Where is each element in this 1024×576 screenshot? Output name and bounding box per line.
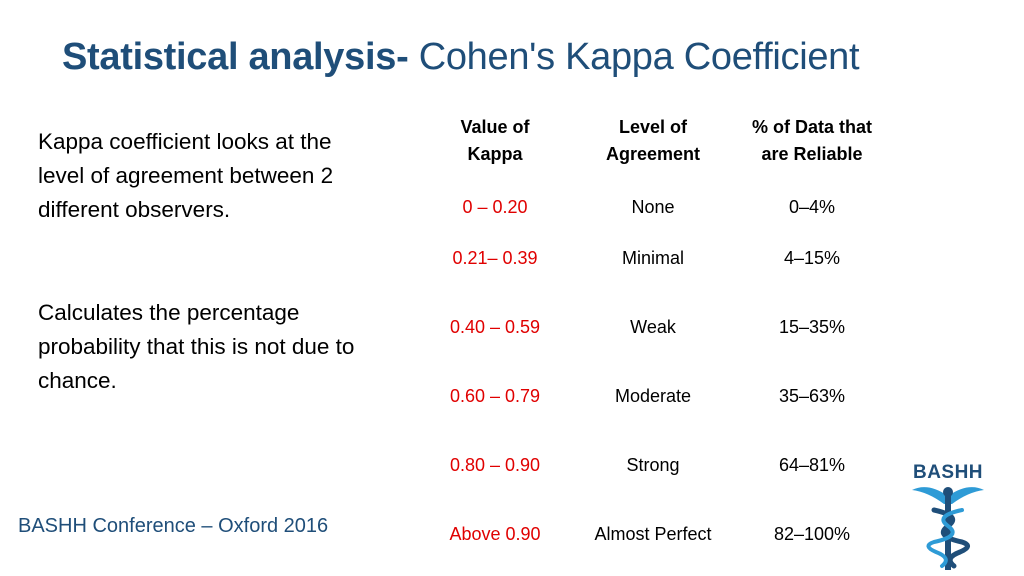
header-level-of-agreement: Level of Agreement xyxy=(605,117,701,164)
header-percent-reliable: % of Data that are Reliable xyxy=(751,117,873,164)
row-percent: 4–15% xyxy=(783,248,841,268)
bashh-logo: BASHH xyxy=(904,462,992,572)
row-level: Minimal xyxy=(621,248,685,268)
row-percent: 35–63% xyxy=(778,386,846,406)
row-value: 0.80 – 0.90 xyxy=(449,455,541,475)
row-percent: 15–35% xyxy=(778,317,846,337)
title-rest: Cohen's Kappa Coefficient xyxy=(408,36,860,78)
row-value: Above 0.90 xyxy=(449,524,541,544)
row-level: Weak xyxy=(630,317,676,337)
row-level: Almost Perfect xyxy=(594,524,712,544)
row-percent: 64–81% xyxy=(778,455,846,475)
row-value: 0.40 – 0.59 xyxy=(449,317,541,337)
intro-paragraph: Kappa coefficient looks at the level of … xyxy=(38,129,334,222)
conference-footer: BASHH Conference – Oxford 2016 xyxy=(18,515,329,537)
chance-paragraph: Calculates the percentage probability th… xyxy=(38,300,355,393)
row-level: None xyxy=(631,197,675,217)
row-percent: 82–100% xyxy=(773,524,851,544)
row-value: 0.21– 0.39 xyxy=(452,248,538,268)
page-title: Statistical analysis- Cohen's Kappa Coef… xyxy=(62,36,860,79)
row-percent: 0–4% xyxy=(788,197,836,217)
header-value-of-kappa: Value of Kappa xyxy=(460,117,530,164)
logo-text: BASHH xyxy=(912,462,984,483)
title-bold: Statistical analysis- xyxy=(62,36,409,78)
row-value: 0.60 – 0.79 xyxy=(449,386,541,406)
row-value: 0 – 0.20 xyxy=(462,197,528,217)
row-level: Moderate xyxy=(614,386,692,406)
row-level: Strong xyxy=(626,455,680,475)
caduceus-icon xyxy=(912,487,984,570)
